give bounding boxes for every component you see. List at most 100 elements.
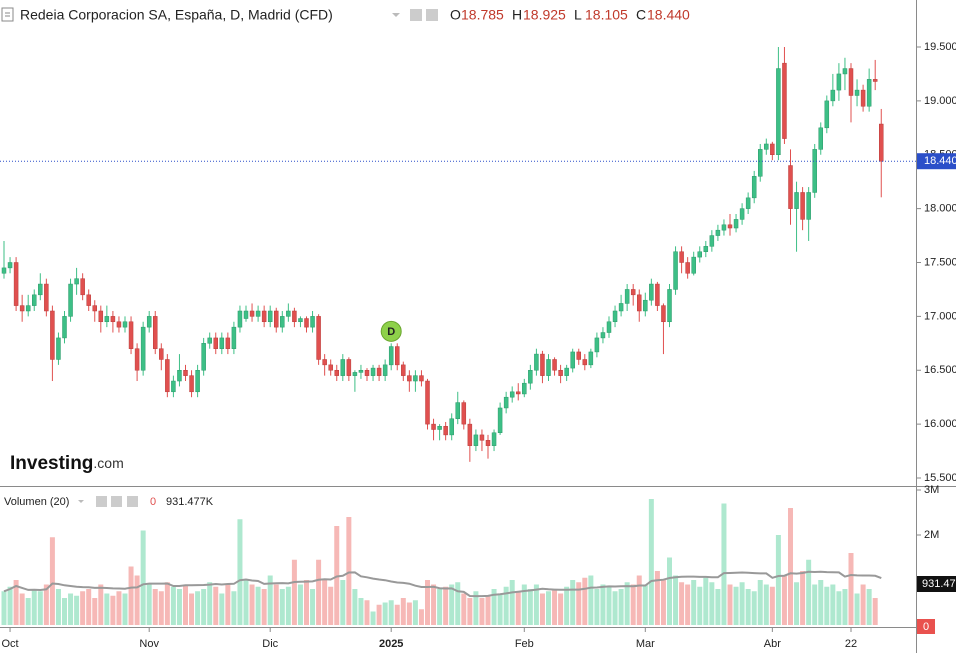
x-tick-label: Mar bbox=[636, 638, 655, 650]
candle-body bbox=[679, 251, 684, 263]
volume-bar bbox=[279, 589, 285, 625]
candle-body bbox=[818, 127, 823, 150]
settings-icon[interactable] bbox=[111, 496, 122, 507]
volume-bar bbox=[418, 609, 424, 625]
volume-bar bbox=[515, 591, 521, 625]
settings-icon[interactable] bbox=[426, 9, 438, 21]
ohlc-letter: H bbox=[512, 7, 522, 23]
volume-bar bbox=[328, 586, 334, 625]
candle-body bbox=[558, 370, 563, 376]
y-tick-label: 19.500 bbox=[924, 41, 956, 53]
volume-bar bbox=[68, 593, 74, 625]
volume-bar bbox=[824, 586, 830, 625]
last-price-label: 18.440 bbox=[924, 155, 956, 167]
candle-body bbox=[298, 318, 303, 323]
y-tick-label: 15.500 bbox=[924, 472, 956, 484]
ohlc-letter: C bbox=[636, 7, 646, 23]
collapse-icon[interactable] bbox=[1, 7, 14, 22]
volume-bar bbox=[370, 611, 376, 625]
volume-bar bbox=[751, 591, 757, 625]
volume-bar bbox=[636, 575, 642, 625]
candle-body bbox=[727, 224, 733, 229]
volume-bar bbox=[195, 591, 201, 625]
settings-icon[interactable] bbox=[410, 9, 422, 21]
dropdown-arrow[interactable] bbox=[392, 13, 400, 17]
settings-icon[interactable] bbox=[96, 496, 107, 507]
volume-bar bbox=[775, 535, 781, 625]
volume-bar bbox=[539, 593, 545, 625]
volume-bar bbox=[594, 589, 600, 625]
volume-bar bbox=[322, 580, 328, 625]
candle-body bbox=[249, 310, 255, 317]
candle-body bbox=[667, 289, 672, 323]
volume-bar bbox=[425, 580, 430, 625]
candle-body bbox=[794, 192, 799, 209]
volume-bar bbox=[673, 575, 679, 625]
candle-body bbox=[431, 423, 436, 430]
candle-body bbox=[830, 89, 836, 102]
volume-bar bbox=[164, 582, 170, 625]
volume-bar bbox=[74, 595, 80, 625]
candle-body bbox=[25, 305, 31, 312]
volume-bar bbox=[255, 586, 261, 625]
candle-body bbox=[516, 391, 521, 395]
candle-body bbox=[328, 364, 333, 371]
volume-bar bbox=[479, 598, 485, 625]
candle-body bbox=[661, 305, 666, 323]
logo-main: Investing bbox=[10, 453, 93, 474]
candle-body bbox=[800, 192, 805, 220]
candle-body bbox=[395, 346, 400, 366]
candle-body bbox=[44, 283, 49, 312]
candle-body bbox=[38, 283, 43, 296]
volume-bar bbox=[340, 580, 346, 625]
candle-body bbox=[32, 294, 37, 306]
candle-body bbox=[588, 351, 594, 366]
candle-body bbox=[153, 316, 158, 349]
volume-bar bbox=[449, 584, 455, 625]
volume-bar bbox=[49, 537, 55, 625]
volume-bar bbox=[394, 604, 400, 625]
volume-bar bbox=[872, 598, 878, 625]
candle-body bbox=[745, 197, 751, 209]
logo: Investing.com bbox=[10, 453, 124, 474]
candle-body bbox=[255, 310, 261, 317]
volume-bar bbox=[55, 589, 61, 625]
candle-body bbox=[261, 310, 267, 323]
candle-body bbox=[267, 310, 273, 323]
volume-bar bbox=[812, 584, 818, 625]
volume-bar bbox=[606, 586, 612, 625]
candle-body bbox=[606, 321, 612, 333]
candle-body bbox=[776, 68, 781, 155]
volume-bar bbox=[412, 600, 418, 625]
close-icon[interactable] bbox=[127, 496, 138, 507]
volume-tag-label: 0 bbox=[923, 621, 929, 633]
volume-bar bbox=[213, 586, 219, 625]
candle-body bbox=[455, 402, 460, 419]
ohlc-value: 18.785 bbox=[461, 7, 504, 23]
volume-bar bbox=[310, 589, 316, 625]
candle-body bbox=[62, 316, 67, 339]
candle-body bbox=[461, 402, 467, 425]
logo-suffix: .com bbox=[93, 455, 123, 471]
candle-body bbox=[860, 89, 866, 107]
candle-body bbox=[401, 364, 406, 376]
volume-bar bbox=[830, 584, 836, 625]
volume-bar bbox=[461, 593, 467, 625]
volume-bar bbox=[866, 589, 872, 625]
volume-bar bbox=[297, 584, 303, 625]
candle-body bbox=[770, 143, 775, 156]
volume-bar bbox=[564, 586, 570, 625]
volume-bar bbox=[98, 584, 104, 625]
candle-body bbox=[304, 318, 309, 328]
ohlc-letter: O bbox=[450, 7, 461, 23]
candle-body bbox=[159, 348, 164, 360]
candle-body bbox=[643, 299, 648, 312]
volume-bar bbox=[521, 584, 527, 625]
dropdown-arrow[interactable] bbox=[78, 500, 84, 503]
candle-body bbox=[171, 380, 176, 393]
candle-body bbox=[637, 294, 642, 312]
candle-body bbox=[564, 367, 569, 376]
candle-body bbox=[50, 310, 55, 360]
volume-ma-tag bbox=[917, 576, 956, 592]
candle-body bbox=[649, 283, 654, 301]
